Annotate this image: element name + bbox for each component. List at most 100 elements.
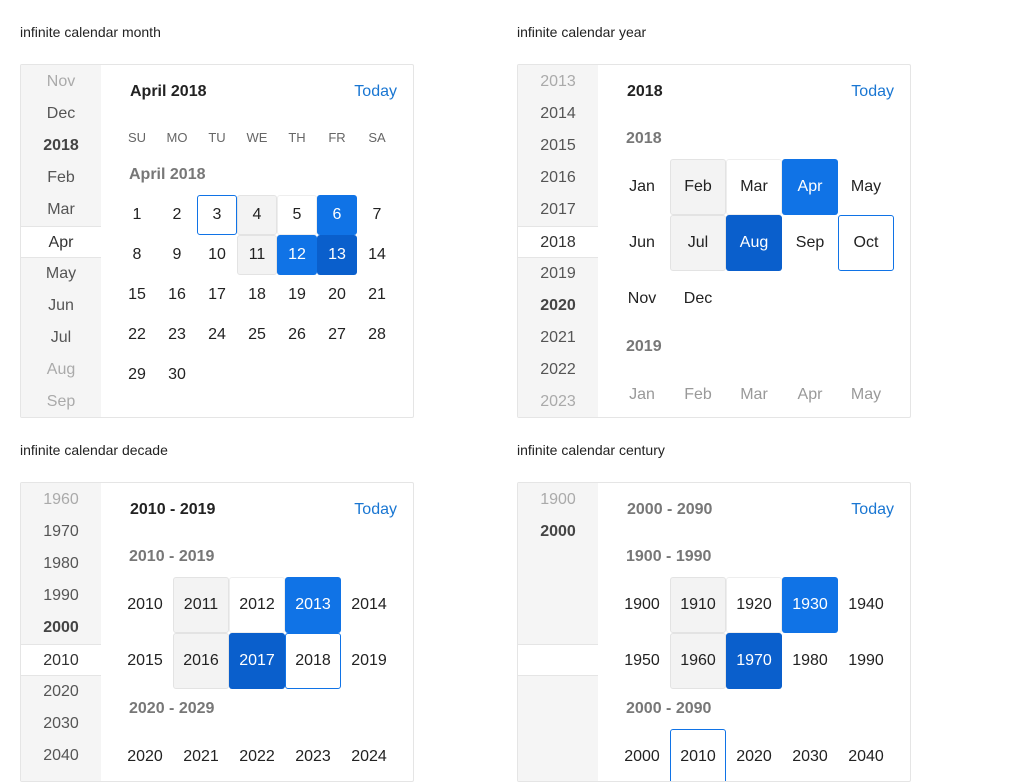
year-cell[interactable]: 2019 <box>351 652 387 669</box>
month-cell[interactable]: Nov <box>627 290 657 307</box>
nav-item[interactable]: Feb <box>47 169 75 186</box>
day-cell[interactable]: 22 <box>128 326 146 343</box>
decade-cell[interactable]: 1940 <box>848 596 884 613</box>
nav-item[interactable]: 1970 <box>43 523 79 540</box>
nav-item[interactable]: 2016 <box>540 169 576 186</box>
decade-cell[interactable]: 2020 <box>736 748 772 765</box>
nav-item[interactable]: 2030 <box>43 715 79 732</box>
today-button[interactable]: Today <box>851 501 894 518</box>
decade-cell[interactable]: 1910 <box>670 577 726 633</box>
nav-item[interactable]: Aug <box>46 361 76 378</box>
today-button[interactable]: Today <box>851 83 894 100</box>
decade-cell-today[interactable]: 2010 <box>670 729 726 781</box>
nav-item[interactable]: Jun <box>48 297 74 314</box>
day-cell[interactable]: 10 <box>208 246 226 263</box>
year-cell[interactable]: 2022 <box>239 748 275 765</box>
decade-cell[interactable]: 1900 <box>624 596 660 613</box>
year-cell[interactable]: 2011 <box>173 577 229 633</box>
nav-item[interactable]: 2020 <box>43 683 79 700</box>
decade-cell-selected[interactable]: 1970 <box>726 633 782 689</box>
decade-cell[interactable]: 2030 <box>792 748 828 765</box>
decade-cell[interactable]: 2040 <box>848 748 884 765</box>
nav-item[interactable]: 1980 <box>43 555 79 572</box>
nav-item[interactable]: 2015 <box>540 137 576 154</box>
month-cell[interactable]: Feb <box>684 386 712 403</box>
day-cell[interactable]: 2 <box>172 206 182 223</box>
day-cell[interactable]: 30 <box>168 366 186 383</box>
nav-current-slot[interactable] <box>518 644 598 676</box>
nav-item[interactable]: 2040 <box>43 747 79 764</box>
month-cell[interactable]: Apr <box>797 386 823 403</box>
day-cell-selected[interactable]: 13 <box>317 235 357 275</box>
month-cell[interactable]: Sep <box>795 234 825 251</box>
day-cell-today[interactable]: 3 <box>197 195 237 235</box>
month-cell[interactable]: Jul <box>670 215 726 271</box>
nav-item[interactable]: Mar <box>47 201 75 218</box>
day-cell[interactable]: 7 <box>372 206 382 223</box>
day-cell[interactable]: 11 <box>237 235 277 275</box>
nav-item[interactable]: 2020 <box>540 297 576 314</box>
month-cell-selected[interactable]: Aug <box>726 215 782 271</box>
year-cell-today[interactable]: 2018 <box>285 633 341 689</box>
year-cell-selected[interactable]: 2013 <box>285 577 341 633</box>
decade-cell-selected[interactable]: 1930 <box>782 577 838 633</box>
nav-item[interactable]: 1990 <box>43 587 79 604</box>
month-cell-selected[interactable]: Apr <box>782 159 838 215</box>
day-cell[interactable]: 21 <box>368 286 386 303</box>
month-cell[interactable]: May <box>850 178 882 195</box>
year-cell[interactable]: 2012 <box>229 577 285 633</box>
day-cell[interactable]: 25 <box>248 326 266 343</box>
nav-item[interactable]: 2000 <box>43 619 79 636</box>
nav-item[interactable]: 1960 <box>43 491 79 508</box>
nav-item[interactable]: Jul <box>50 329 72 346</box>
day-cell[interactable]: 16 <box>168 286 186 303</box>
day-cell-selected[interactable]: 12 <box>277 235 317 275</box>
day-cell[interactable]: 4 <box>237 195 277 235</box>
day-cell[interactable]: 27 <box>328 326 346 343</box>
day-cell[interactable]: 9 <box>172 246 182 263</box>
decade-cell[interactable]: 1960 <box>670 633 726 689</box>
year-cell[interactable]: 2024 <box>351 748 387 765</box>
month-cell[interactable]: Jan <box>629 386 655 403</box>
month-cell[interactable]: Jun <box>629 234 655 251</box>
today-button[interactable]: Today <box>354 83 397 100</box>
nav-item[interactable]: Dec <box>46 105 76 122</box>
decade-cell[interactable]: 2000 <box>624 748 660 765</box>
nav-item[interactable]: 2019 <box>540 265 576 282</box>
day-cell[interactable]: 19 <box>288 286 306 303</box>
month-cell[interactable]: Dec <box>683 290 713 307</box>
day-cell[interactable]: 29 <box>128 366 146 383</box>
nav-item[interactable]: Nov <box>46 73 76 90</box>
nav-item[interactable]: 2021 <box>540 329 576 346</box>
day-cell[interactable]: 28 <box>368 326 386 343</box>
day-cell-selected[interactable]: 6 <box>317 195 357 235</box>
decade-cell[interactable]: 1950 <box>624 652 660 669</box>
month-cell[interactable]: May <box>850 386 882 403</box>
year-cell-selected[interactable]: 2017 <box>229 633 285 689</box>
month-cell[interactable]: Mar <box>740 386 768 403</box>
day-cell[interactable]: 8 <box>132 246 142 263</box>
nav-item[interactable]: 2018 <box>43 137 79 154</box>
decade-cell[interactable]: 1990 <box>848 652 884 669</box>
decade-cell[interactable]: 1980 <box>792 652 828 669</box>
day-cell[interactable]: 20 <box>328 286 346 303</box>
year-cell[interactable]: 2021 <box>183 748 219 765</box>
day-cell[interactable]: 17 <box>208 286 226 303</box>
year-cell[interactable]: 2020 <box>127 748 163 765</box>
nav-item[interactable]: 2014 <box>540 105 576 122</box>
day-cell[interactable]: 18 <box>248 286 266 303</box>
month-cell[interactable]: Jan <box>629 178 655 195</box>
year-cell[interactable]: 2016 <box>173 633 229 689</box>
nav-item[interactable]: 2022 <box>540 361 576 378</box>
nav-item[interactable]: 2013 <box>540 73 576 90</box>
nav-item[interactable]: 2017 <box>540 201 576 218</box>
day-cell[interactable]: 14 <box>368 246 386 263</box>
nav-item-current[interactable]: Apr <box>21 226 101 258</box>
year-cell[interactable]: 2010 <box>127 596 163 613</box>
nav-item[interactable]: 2000 <box>540 523 576 540</box>
month-cell[interactable]: Mar <box>726 159 782 215</box>
day-cell[interactable]: 1 <box>132 206 142 223</box>
day-cell[interactable]: 5 <box>277 195 317 235</box>
nav-item[interactable]: 1900 <box>540 491 576 508</box>
nav-item[interactable]: Sep <box>46 393 76 410</box>
